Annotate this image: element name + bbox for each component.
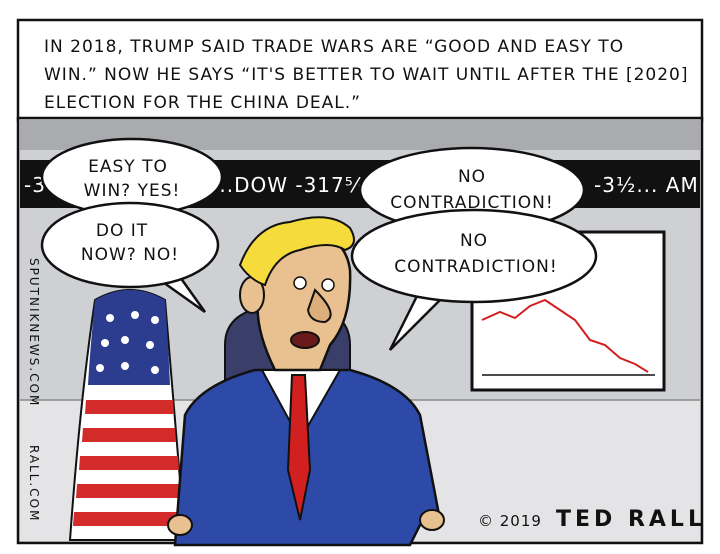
bubble-text: NO: [460, 231, 488, 251]
ticker-text: -3: [24, 173, 46, 197]
bubble-text: NOW? NO!: [81, 245, 179, 265]
bubble-text: WIN? YES!: [84, 181, 181, 201]
nose: [306, 288, 332, 324]
ticker-text: -3½... AM: [594, 173, 699, 197]
flag-stripes: [73, 400, 183, 526]
tie: [286, 374, 312, 521]
bubble-text: CONTRADICTION!: [390, 193, 553, 213]
wall-chart-line: [481, 298, 649, 373]
speech-bubble: [40, 201, 220, 289]
bubble-text: NO: [458, 167, 486, 187]
speech-bubble: [350, 208, 598, 304]
hair: [238, 216, 355, 287]
eye: [293, 276, 307, 290]
credit-website: RALL.COM: [27, 445, 41, 522]
bubble-text: DO IT: [96, 221, 148, 241]
bubble-text: CONTRADICTION!: [394, 257, 557, 277]
flag-stars: [96, 311, 159, 374]
credit-website: SPUTNIKNEWS.COM: [27, 258, 41, 407]
hand: [419, 509, 445, 531]
caption-line: IN 2018, TRUMP SAID TRADE WARS ARE “GOOD…: [44, 37, 624, 57]
caption-line: WIN.” NOW HE SAYS “IT'S BETTER TO WAIT U…: [44, 65, 689, 85]
hand: [167, 514, 193, 536]
eye: [321, 278, 335, 292]
bubble-text: EASY TO: [88, 157, 168, 177]
mouth: [290, 331, 320, 349]
caption-line: ELECTION FOR THE CHINA DEAL.”: [44, 93, 361, 113]
caption-box: [16, 18, 704, 122]
ticker-text: ...DOW -317⁵⁄₈...: [212, 173, 389, 197]
copyright: © 2019: [478, 512, 542, 530]
flag-canton: [88, 290, 170, 385]
signature: TED RALL: [556, 507, 706, 532]
